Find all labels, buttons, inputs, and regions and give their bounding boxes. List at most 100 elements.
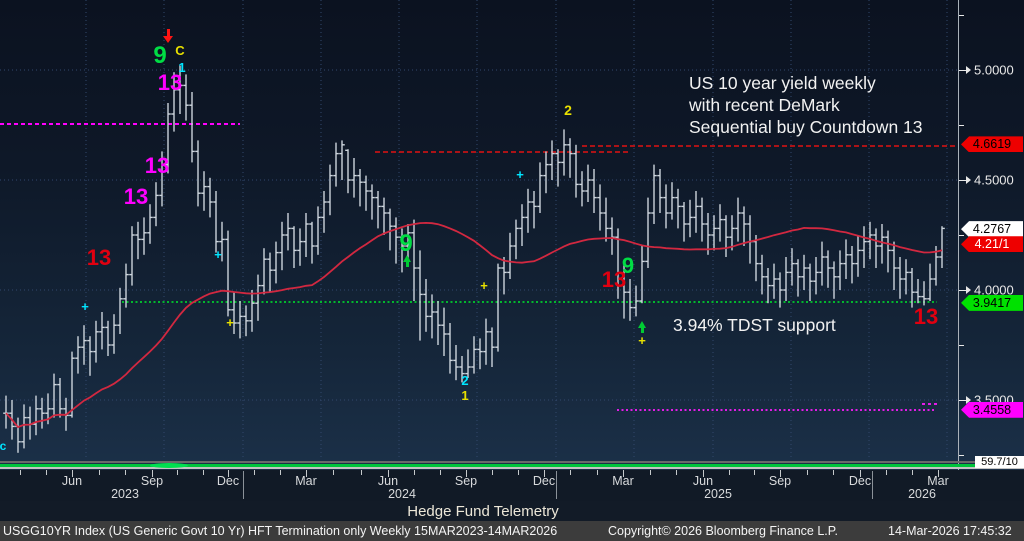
y-axis: 5.0000 4.5000 4.0000 3.5000 4.6619 4.2767 4.21…: [959, 0, 1024, 470]
x-axis-tick: [623, 470, 624, 477]
instrument-description: USGG10YR Index (US Generic Govt 10 Yr) H…: [3, 524, 558, 538]
tdst-support-annotation: 3.94% TDST support: [673, 315, 836, 335]
demark-marker-plus: +: [638, 333, 646, 348]
indicator-strip-green: [0, 464, 1024, 467]
price-chart-canvas: [0, 0, 958, 460]
timestamp: 14-Mar-2026 17:45:32: [888, 524, 1012, 538]
indicator-strip-bulge: [150, 462, 188, 468]
demark-marker-13: 13: [601, 267, 627, 292]
x-axis-year-label: 2025: [704, 487, 732, 501]
x-axis-tick: [596, 470, 598, 475]
x-axis-tick: [860, 470, 861, 477]
x-axis-tick: [466, 470, 467, 477]
demark-marker-plus: +: [480, 278, 488, 293]
x-axis-tick: [228, 470, 229, 477]
price-badge-46619: 4.6619: [961, 136, 1023, 153]
demark-marker-13: 13: [86, 245, 112, 270]
arrow-up-icon: [638, 321, 646, 333]
x-axis-tick: [518, 470, 519, 475]
demark-marker-9: 9: [621, 253, 635, 278]
x-axis-tick: [125, 470, 127, 475]
price-chart-plot[interactable]: US 10 year yield weekly with recent DeMa…: [0, 0, 958, 470]
x-axis-year-separator: [872, 471, 873, 499]
annotation-line-1: US 10 year yield weekly: [689, 73, 876, 93]
x-axis-tick: [570, 470, 572, 475]
demark-marker-1: 1: [461, 388, 469, 403]
x-axis-tick: [649, 470, 651, 475]
x-axis-month-label: Mar: [927, 474, 949, 488]
watermark-text: Hedge Fund Telemetry: [407, 503, 559, 520]
x-axis-tick: [254, 470, 255, 475]
x-axis-tick: [806, 470, 808, 475]
x-axis-month-label: Dec: [216, 474, 240, 488]
x-axis-tick: [388, 470, 389, 477]
x-axis-year-separator: [243, 471, 244, 499]
x-axis-tick: [46, 470, 47, 475]
clipped-price-badge: 59.7/10: [975, 456, 1024, 468]
x-axis-tick: [333, 470, 335, 475]
x-axis-tick: [492, 470, 493, 475]
status-bar: USGG10YR Index (US Generic Govt 10 Yr) H…: [0, 521, 1024, 541]
x-axis-year-label: 2026: [908, 487, 936, 501]
y-axis-tick: [959, 396, 971, 404]
x-axis-tick: [98, 470, 100, 475]
x-axis-month-label: Dec: [532, 474, 556, 488]
y-axis-minor-tick: [959, 235, 964, 236]
chart-region: US 10 year yield weekly with recent DeMa…: [0, 0, 1024, 470]
x-axis-month-label: Sep: [768, 474, 792, 488]
demark-marker-C: C: [175, 43, 185, 58]
x-axis-month-label: Sep: [454, 474, 478, 488]
copyright-text: Copyright© 2026 Bloomberg Finance L.P.: [608, 524, 838, 538]
demark-marker-plus: +: [516, 167, 524, 182]
x-axis: Jun Sep Dec Mar Jun Sep Dec Mar Jun Sep Dec Mar 2023…: [0, 470, 1024, 501]
demark-marker-13: 13: [913, 304, 939, 329]
y-axis-label: 4.5000: [974, 172, 1014, 188]
x-axis-tick: [728, 470, 730, 475]
x-axis-month-label: Jun: [61, 474, 83, 488]
demark-marker-plus: +: [226, 315, 234, 330]
x-axis-tick: [20, 470, 21, 475]
indicator-strip-light: [0, 467, 1024, 469]
x-axis-month-label: Sep: [140, 474, 164, 488]
x-axis-month-label: Mar: [295, 474, 317, 488]
x-axis-tick: [440, 470, 441, 475]
demark-marker-2: 2: [461, 373, 469, 388]
x-axis-tick: [414, 470, 415, 475]
demark-marker-c: c: [0, 439, 7, 453]
y-axis-minor-tick: [959, 125, 964, 126]
x-axis-tick: [152, 470, 153, 477]
x-axis-tick: [177, 470, 179, 475]
x-axis-month-label: Dec: [848, 474, 872, 488]
x-axis-tick: [360, 470, 362, 475]
demark-marker-plus: +: [214, 247, 222, 262]
price-badge-42767: 4.2767: [961, 221, 1023, 238]
watermark-row: Hedge Fund Telemetry: [0, 501, 1024, 521]
x-axis-tick: [306, 470, 307, 477]
x-axis-tick: [780, 470, 781, 477]
y-axis-tick: [959, 176, 971, 184]
x-axis-tick: [912, 470, 913, 475]
y-axis-tick: [959, 66, 971, 74]
y-axis-minor-tick: [959, 455, 964, 456]
price-badge-4211: 4.21/1: [961, 236, 1023, 253]
demark-marker-plus: +: [81, 299, 89, 314]
x-axis-month-label: Jun: [377, 474, 399, 488]
x-axis-tick: [72, 470, 73, 477]
y-axis-minor-tick: [959, 345, 964, 346]
x-axis-tick: [202, 470, 204, 475]
demark-marker-1: 1: [178, 60, 186, 75]
demark-marker-9: 9: [399, 230, 413, 257]
chart-annotation-title: US 10 year yield weekly with recent DeMa…: [689, 72, 923, 138]
x-axis-tick: [886, 470, 887, 475]
annotation-line-2: with recent DeMark: [689, 95, 840, 115]
price-badge-34558: 3.4558: [961, 401, 1023, 418]
x-axis-tick: [544, 470, 545, 477]
x-axis-month-label: Jun: [692, 474, 714, 488]
x-axis-tick: [938, 470, 939, 477]
y-axis-tick: [959, 286, 971, 294]
x-axis-tick: [676, 470, 678, 475]
moving-average-line: [5, 221, 943, 429]
x-axis-month-label: Mar: [612, 474, 634, 488]
y-axis-minor-tick: [959, 15, 964, 16]
